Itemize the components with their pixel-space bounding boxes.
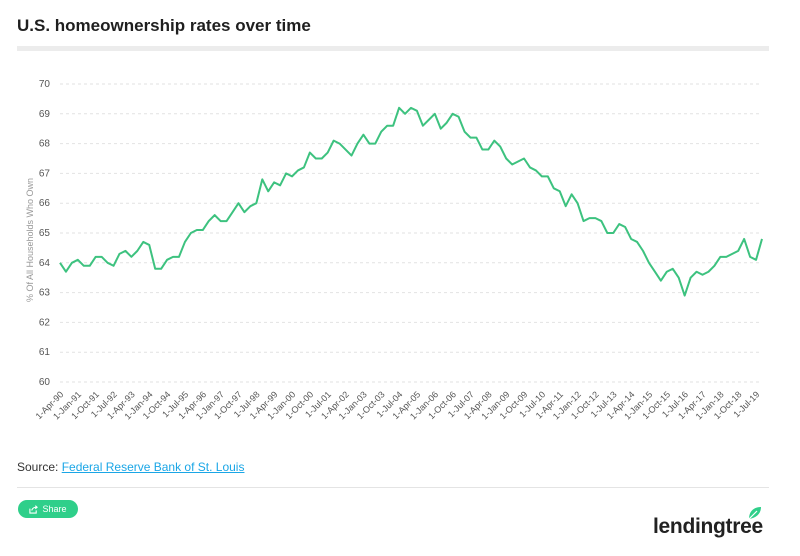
y-tick-label: 66 (39, 198, 51, 209)
chart-title: U.S. homeownership rates over time (17, 16, 311, 35)
y-tick-label: 68 (39, 139, 51, 150)
y-tick-label: 65 (39, 228, 51, 239)
y-tick-label: 63 (39, 288, 51, 299)
y-tick-label: 60 (39, 377, 51, 388)
y-tick-label: 70 (39, 79, 51, 90)
footer-divider (17, 487, 769, 488)
y-tick-label: 69 (39, 109, 51, 120)
y-tick-label: 61 (39, 347, 51, 358)
y-tick-label: 67 (39, 168, 51, 179)
x-axis-ticks: 1-Apr-901-Jan-911-Oct-911-Jul-921-Apr-93… (34, 389, 762, 421)
lendingtree-logo[interactable]: lendingtree (653, 505, 773, 545)
line-chart: 60 61 62 63 64 65 66 67 68 69 70 % Of All Househol… (25, 79, 763, 422)
source-note: Source: Federal Reserve Bank of St. Loui… (17, 460, 244, 474)
y-tick-label: 62 (39, 317, 51, 328)
series-line-homeownership-rate (59, 106, 763, 297)
grid-lines (60, 83, 762, 383)
share-icon (29, 504, 39, 514)
leaf-icon (748, 507, 761, 520)
y-axis-label: % Of All Households Who Own (25, 178, 35, 302)
y-tick-label: 64 (39, 258, 51, 269)
source-link[interactable]: Federal Reserve Bank of St. Louis (61, 460, 245, 474)
title-divider (17, 46, 769, 51)
source-prefix: Source: (17, 460, 62, 474)
logo-text: lendingtree (653, 515, 763, 538)
share-button[interactable]: Share (18, 500, 78, 518)
share-label: Share (42, 504, 67, 514)
y-axis-ticks: 60 61 62 63 64 65 66 67 68 69 70 (39, 79, 51, 388)
